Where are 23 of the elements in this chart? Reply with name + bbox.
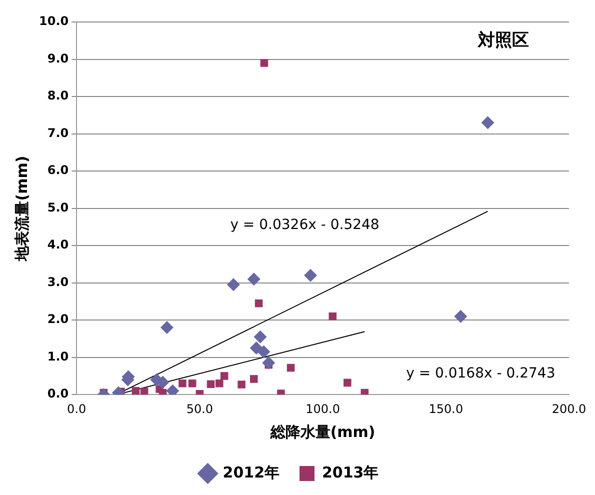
y-tick-label: 3.0 [47,274,69,289]
y-tick-label: 5.0 [47,200,69,214]
y-tick-label: 4.0 [47,238,69,252]
x-tick-label: 0.0 [67,402,86,416]
y-tick-label: 6.0 [47,163,69,178]
text: 対照区 [477,30,529,50]
annotation: y = 0.0168x - 0.2743 [406,365,556,382]
y-tick-label: 0.0 [47,386,69,401]
annotation: y = 0.0326x - 0.5248 [230,216,380,233]
legend-label: 2013年 [322,463,379,482]
x-tick-label: 150.0 [428,402,464,416]
y-tick-label: 2.0 [47,312,69,326]
x-tick-label: 100.0 [306,402,340,416]
y-tick-label: 10.0 [39,14,69,28]
y-tick-label: 1.0 [47,349,69,364]
x-tick-label: 50.0 [186,402,214,416]
y-tick-label: 9.0 [47,51,69,66]
x-axis-title: 総降水量(mm) [269,422,376,441]
y-tick-label: 7.0 [47,126,69,140]
y-axis-title: 地表流量(mm) [12,156,31,262]
x-tick-label: 200.0 [552,402,586,416]
y-tick-label: 8.0 [47,88,69,103]
legend-label: 2012年 [222,463,280,482]
